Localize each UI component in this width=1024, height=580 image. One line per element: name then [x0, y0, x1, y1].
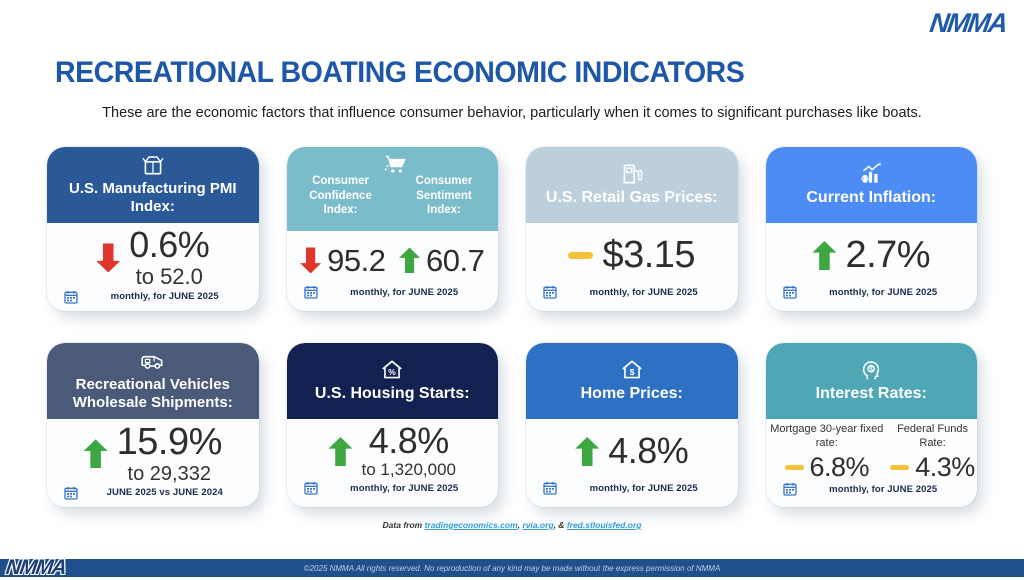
up-arrow-icon [83, 439, 108, 469]
cards-grid: U.S. Manufacturing PMI Index: 0.6% to 52… [47, 147, 977, 507]
top-bar: NMMA [0, 0, 1024, 40]
card-title: Recreational Vehicles Wholesale Shipment… [72, 376, 233, 411]
card-title: Current Inflation: [806, 188, 937, 206]
period-label: monthly, for JUNE 2025 [110, 291, 219, 303]
period-label: monthly, for JUNE 2025 [829, 483, 938, 495]
card-housing-starts: % U.S. Housing Starts: 4.8% to 1,320,000… [286, 343, 498, 507]
down-arrow-icon [300, 247, 322, 274]
source-prefix: Data from [382, 520, 425, 530]
rv-camper-icon [138, 348, 168, 374]
rate-label-fed-funds: Federal Funds Rate: [897, 423, 968, 449]
flat-dash-icon [890, 464, 910, 471]
calendar-icon [782, 284, 798, 300]
period-label: JUNE 2025 vs JUNE 2024 [106, 487, 223, 499]
card-consumer-indexes: Consumer Confidence Index: Consumer Sent… [286, 147, 498, 311]
card-header: $ Home Prices: [526, 343, 738, 419]
shopping-cart-icon [380, 152, 410, 178]
svg-text:$: $ [869, 366, 873, 373]
indicator-value: 4.8% [368, 420, 450, 462]
card-rv-shipments: Recreational Vehicles Wholesale Shipment… [47, 343, 259, 507]
head-coin-icon: $ [856, 357, 886, 383]
indicator-value: 2.7% [845, 234, 931, 277]
nmma-logo: NMMA [927, 8, 1009, 38]
card-title: Interest Rates: [815, 384, 927, 402]
copyright-text: ©2025 NMMA All rights reserved. No repro… [303, 563, 721, 573]
page-title: RECREATIONAL BOATING ECONOMIC INDICATORS [55, 56, 745, 89]
card-header: % U.S. Housing Starts: [286, 343, 498, 419]
card-manufacturing-pmi: U.S. Manufacturing PMI Index: 0.6% to 52… [47, 147, 259, 311]
indicator-subvalue: to 29,332 [127, 462, 211, 485]
card-header: Recreational Vehicles Wholesale Shipment… [47, 343, 259, 419]
period-label: monthly, for JUNE 2025 [829, 286, 938, 298]
period-label: monthly, for JUNE 2025 [350, 286, 459, 298]
card-header: U.S. Retail Gas Prices: [526, 147, 738, 223]
page-subtitle: These are the economic factors that infl… [102, 105, 922, 121]
period-label: monthly, for JUNE 2025 [589, 482, 698, 494]
calendar-icon [542, 480, 558, 496]
source-line: Data from tradingeconomics.com, rvia.org… [382, 520, 642, 530]
up-arrow-icon [812, 241, 837, 270]
flat-dash-icon [568, 252, 594, 259]
copyright-bar: NMMA ©2025 NMMA All rights reserved. No … [0, 556, 1024, 579]
card-title: U.S. Housing Starts: [314, 384, 470, 402]
card-header: Consumer Confidence Index: Consumer Sent… [286, 147, 498, 231]
calendar-icon [782, 481, 798, 497]
rate-label-mortgage: Mortgage 30-year fixed rate: [770, 423, 884, 449]
up-arrow-icon [328, 437, 353, 466]
card-header: U.S. Manufacturing PMI Index: [47, 147, 259, 223]
up-arrow-icon [575, 437, 600, 466]
card-header: $ Interest Rates: [765, 343, 977, 419]
down-arrow-icon [96, 243, 121, 273]
indicator-value: 4.3% [915, 451, 975, 482]
calendar-icon [63, 485, 79, 501]
package-icon [138, 152, 168, 178]
indicator-value: 6.8% [809, 451, 870, 482]
card-gas-prices: U.S. Retail Gas Prices: $3.15 monthly, f… [526, 147, 738, 311]
indicator-subvalue: to 1,320,000 [361, 460, 457, 480]
source-link-rvia[interactable]: rvia.org [522, 520, 554, 530]
chart-growth-icon [856, 161, 886, 187]
indicator-value: 95.2 [327, 242, 386, 278]
card-title-confidence: Consumer Confidence Index: [309, 175, 372, 217]
card-title: U.S. Manufacturing PMI Index: [68, 180, 237, 215]
card-title: U.S. Retail Gas Prices: [545, 188, 718, 206]
nmma-footer-logo: NMMA [4, 556, 68, 579]
card-title-sentiment: Consumer Sentiment Index: [415, 175, 473, 217]
indicator-value: 15.9% [116, 421, 223, 463]
card-header: Current Inflation: [765, 147, 977, 223]
calendar-icon [303, 480, 319, 496]
card-title: Home Prices: [580, 384, 683, 402]
card-interest-rates: $ Interest Rates: Mortgage 30-year fixed… [765, 343, 977, 507]
indicator-value: 4.8% [608, 430, 689, 472]
house-percent-icon: % [377, 357, 407, 383]
period-label: monthly, for JUNE 2025 [589, 286, 698, 298]
card-inflation: Current Inflation: 2.7% monthly, for JUN… [765, 147, 977, 311]
indicator-subvalue: to 52.0 [135, 263, 203, 289]
source-link-tradingeconomics[interactable]: tradingeconomics.com [424, 520, 518, 530]
card-home-prices: $ Home Prices: 4.8% monthly, for JUNE 20… [526, 343, 738, 507]
svg-text:%: % [388, 367, 396, 377]
source-link-fred[interactable]: fred.stlouisfed.org [566, 520, 642, 530]
indicator-value: 0.6% [129, 224, 210, 265]
fuel-pump-icon [617, 161, 647, 187]
calendar-icon [542, 284, 558, 300]
calendar-icon [303, 284, 319, 300]
indicator-value: $3.15 [602, 234, 696, 277]
svg-text:$: $ [629, 367, 634, 377]
indicator-value: 60.7 [426, 242, 485, 278]
calendar-icon [63, 289, 79, 305]
up-arrow-icon [399, 247, 421, 274]
house-dollar-icon: $ [617, 357, 647, 383]
period-label: monthly, for JUNE 2025 [350, 482, 459, 494]
flat-dash-icon [784, 464, 804, 471]
